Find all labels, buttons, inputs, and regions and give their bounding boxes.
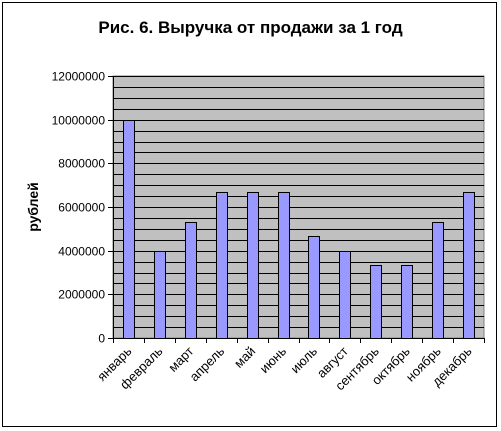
y-axis-title: рублей [25, 182, 41, 232]
bar-1 [123, 120, 135, 339]
bar-12 [463, 192, 475, 339]
bars [123, 120, 475, 339]
bar-8 [339, 251, 351, 339]
bar-9 [370, 265, 382, 339]
bar-4 [216, 192, 228, 339]
bar-2 [154, 251, 166, 339]
bar-11 [432, 222, 444, 339]
x-tick-label: май [231, 344, 258, 371]
y-tick-label: 6000000 [58, 201, 105, 215]
bar-5 [247, 192, 259, 339]
x-tick-label: апрель [187, 343, 228, 384]
y-tick-label: 8000000 [58, 157, 105, 171]
x-tick-label: июнь [257, 343, 290, 376]
y-tick-labels: 0 2000000 4000000 6000000 8000000 10000000 120… [52, 70, 106, 346]
chart-title: Рис. 6. Выручка от продажи за 1 год [98, 18, 403, 37]
bar-10 [401, 265, 413, 339]
bar-3 [185, 222, 197, 339]
y-tick-label: 0 [98, 332, 105, 346]
axes [108, 76, 485, 343]
y-tick-label: 10000000 [52, 114, 106, 128]
y-tick-label: 4000000 [58, 245, 105, 259]
bar-6 [278, 192, 290, 339]
y-tick-label: 12000000 [52, 70, 106, 84]
grid-lines [113, 76, 484, 328]
bar-7 [308, 236, 320, 339]
y-tick-label: 2000000 [58, 288, 105, 302]
